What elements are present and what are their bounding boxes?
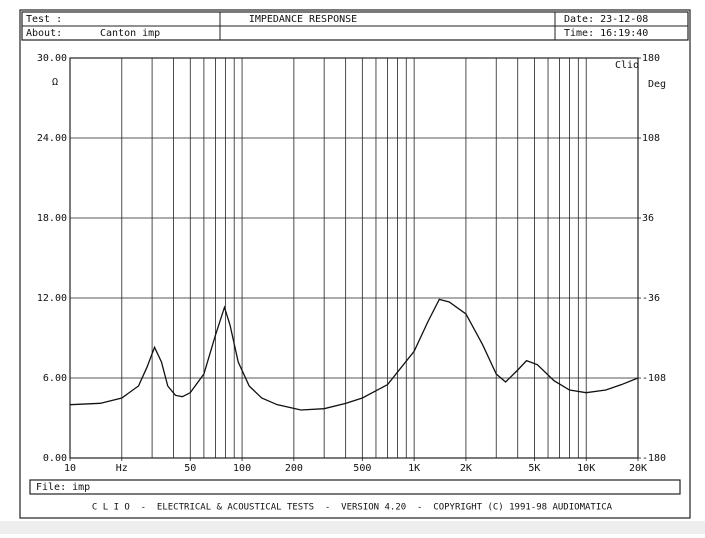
y-tick-label: 12.00 — [37, 293, 67, 304]
y2-tick-label: 36 — [642, 213, 654, 224]
header-about: About: — [26, 28, 62, 39]
y-axis-label: Ω — [52, 77, 58, 88]
annotation: Clio — [615, 60, 639, 71]
header-time: Time: 16:19:40 — [564, 28, 648, 39]
bottom-strip — [0, 521, 705, 534]
y-tick-label: 24.00 — [37, 133, 67, 144]
x-tick-label: 1K — [408, 463, 420, 474]
y-tick-label: 30.00 — [37, 53, 67, 64]
y2-tick-label: -108 — [642, 373, 666, 384]
x-tick-label: 10 — [64, 463, 76, 474]
footer-file: File: imp — [36, 482, 90, 493]
header-date: Date: 23-12-08 — [564, 14, 648, 25]
x-tick-label: 10K — [577, 463, 595, 474]
y2-tick-label: -180 — [642, 453, 666, 464]
y-tick-label: 18.00 — [37, 213, 67, 224]
x-tick-label: 200 — [285, 463, 303, 474]
y2-axis-label: Deg — [648, 79, 666, 90]
header-test: Test : — [26, 14, 62, 25]
header-about-value: Canton imp — [100, 28, 160, 39]
x-tick-label: 100 — [233, 463, 251, 474]
chart-title: IMPEDANCE RESPONSE — [249, 14, 357, 25]
file-box — [29, 479, 681, 495]
x-tick-label: 20K — [629, 463, 647, 474]
outer-frame — [19, 9, 691, 519]
y2-tick-label: 180 — [642, 53, 660, 64]
y-tick-label: 6.00 — [43, 373, 67, 384]
x-tick-label: 2K — [460, 463, 472, 474]
plot-frame — [69, 57, 639, 459]
x-tick-label: 500 — [353, 463, 371, 474]
x-tick-label: 5K — [528, 463, 540, 474]
x-tick-label: 50 — [184, 463, 196, 474]
footer-banner: C L I O - ELECTRICAL & ACOUSTICAL TESTS … — [92, 503, 613, 513]
y2-tick-label: 108 — [642, 133, 660, 144]
impedance-curve — [69, 298, 639, 411]
y2-tick-label: -36 — [642, 293, 660, 304]
x-tick-label: Hz — [116, 463, 128, 474]
y-tick-label: 0.00 — [43, 453, 67, 464]
